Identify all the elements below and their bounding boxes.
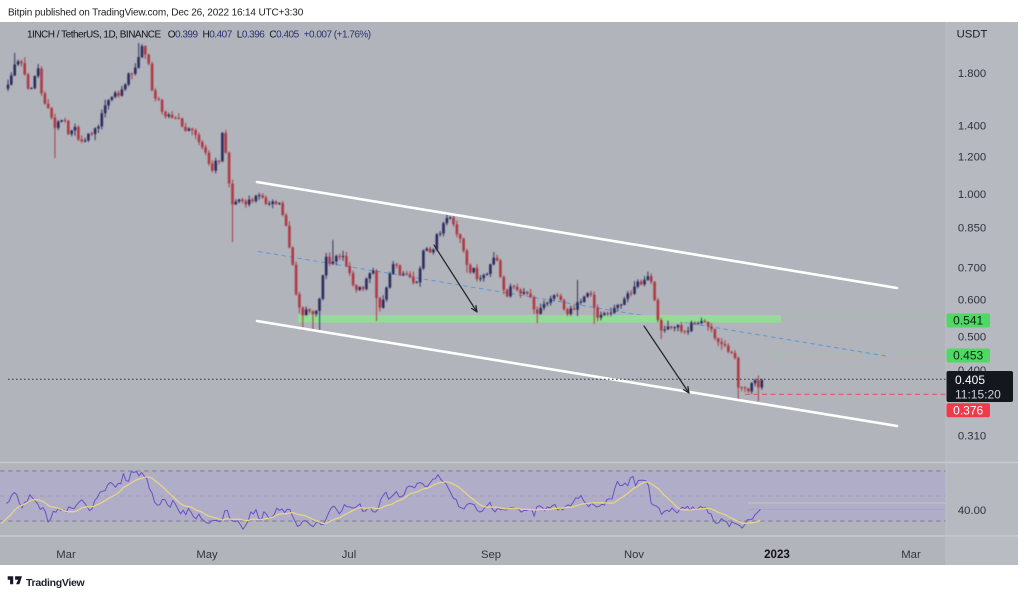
svg-text:Mar: Mar: [901, 549, 921, 561]
svg-text:0.405: 0.405: [955, 373, 985, 387]
svg-text:40.00: 40.00: [958, 505, 986, 517]
svg-text:0.700: 0.700: [958, 263, 986, 275]
svg-text:0.310: 0.310: [958, 430, 986, 442]
svg-text:Sep: Sep: [481, 549, 501, 561]
svg-text:11:15:20: 11:15:20: [955, 388, 1001, 402]
svg-text:0.850: 0.850: [958, 223, 986, 235]
svg-text:0.376: 0.376: [953, 404, 983, 418]
svg-text:1.400: 1.400: [958, 121, 986, 133]
svg-text:0.600: 0.600: [958, 295, 986, 307]
svg-text:Nov: Nov: [624, 549, 644, 561]
svg-text:TradingView: TradingView: [26, 577, 85, 589]
svg-text:Mar: Mar: [56, 549, 76, 561]
svg-text:Bitpin published on TradingVie: Bitpin published on TradingView.com, Dec…: [8, 8, 304, 19]
svg-text:1.000: 1.000: [958, 189, 986, 201]
svg-text:0.500: 0.500: [958, 332, 986, 344]
svg-text:0.453: 0.453: [953, 349, 983, 363]
svg-text:0.541: 0.541: [953, 314, 983, 328]
svg-text:USDT: USDT: [957, 29, 988, 41]
svg-text:Jul: Jul: [342, 549, 356, 561]
svg-text:May: May: [196, 549, 218, 561]
svg-text:1.200: 1.200: [958, 152, 986, 164]
svg-text:2023: 2023: [764, 548, 790, 561]
svg-text:1.800: 1.800: [958, 68, 986, 80]
